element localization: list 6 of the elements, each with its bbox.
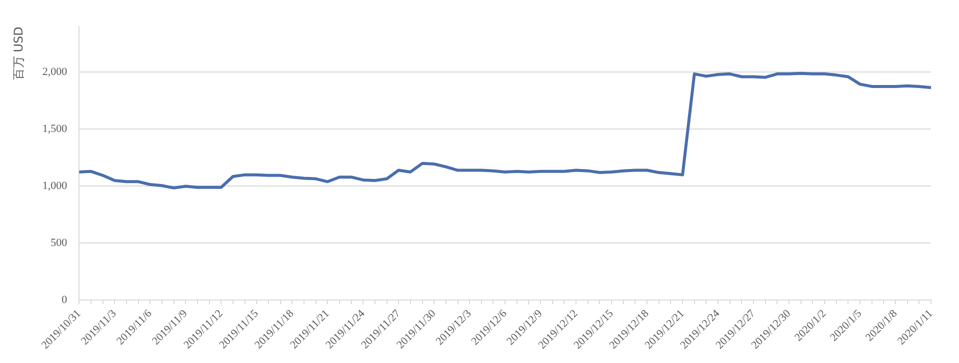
y-tick-label: 2,000	[42, 66, 68, 78]
y-tick-label: 1,500	[42, 123, 68, 136]
y-tick-label: 1,000	[42, 180, 68, 192]
y-axis-title: 百万 USD	[11, 26, 26, 80]
y-tick-label: 0	[62, 294, 68, 306]
y-tick-label: 500	[50, 237, 68, 250]
